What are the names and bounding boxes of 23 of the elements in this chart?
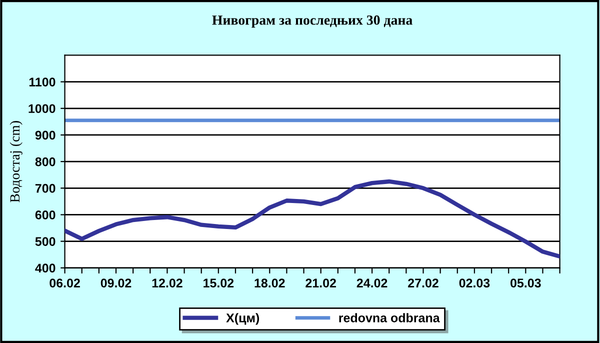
x-tick-label: 09.02: [100, 278, 132, 288]
y-tick-label: 400: [35, 264, 56, 273]
x-tick-label: 05.03: [510, 278, 541, 288]
x-tick-label: 15.02: [204, 278, 234, 288]
x-tick-label: 12.02: [152, 278, 182, 288]
line-series: [64, 179, 560, 259]
y-tick-label: 900: [35, 130, 56, 140]
chart-title: Нивограм за последњих 30 дана: [212, 15, 412, 28]
y-tick-label: 800: [35, 157, 56, 166]
x-tick-label: 21.02: [306, 278, 336, 288]
y-tick-label: 700: [35, 184, 56, 193]
y-tick-label: 500: [35, 237, 56, 246]
x-tick-label: 24.02: [356, 278, 388, 288]
x-tick-label: 27.02: [408, 278, 438, 288]
x-tick-label: 06.02: [50, 278, 80, 288]
y-axis-title: Водостај (cm): [10, 121, 22, 202]
legend-label: X(цм): [226, 313, 260, 325]
y-tick-label: 600: [35, 210, 56, 220]
y-tick-label: 1100: [29, 78, 56, 86]
x-tick-label: 18.02: [254, 278, 285, 288]
legend-label: redovna odbrana: [339, 313, 440, 322]
x-tick-label: 02.03: [459, 278, 490, 288]
y-tick-label: 1000: [28, 104, 56, 114]
